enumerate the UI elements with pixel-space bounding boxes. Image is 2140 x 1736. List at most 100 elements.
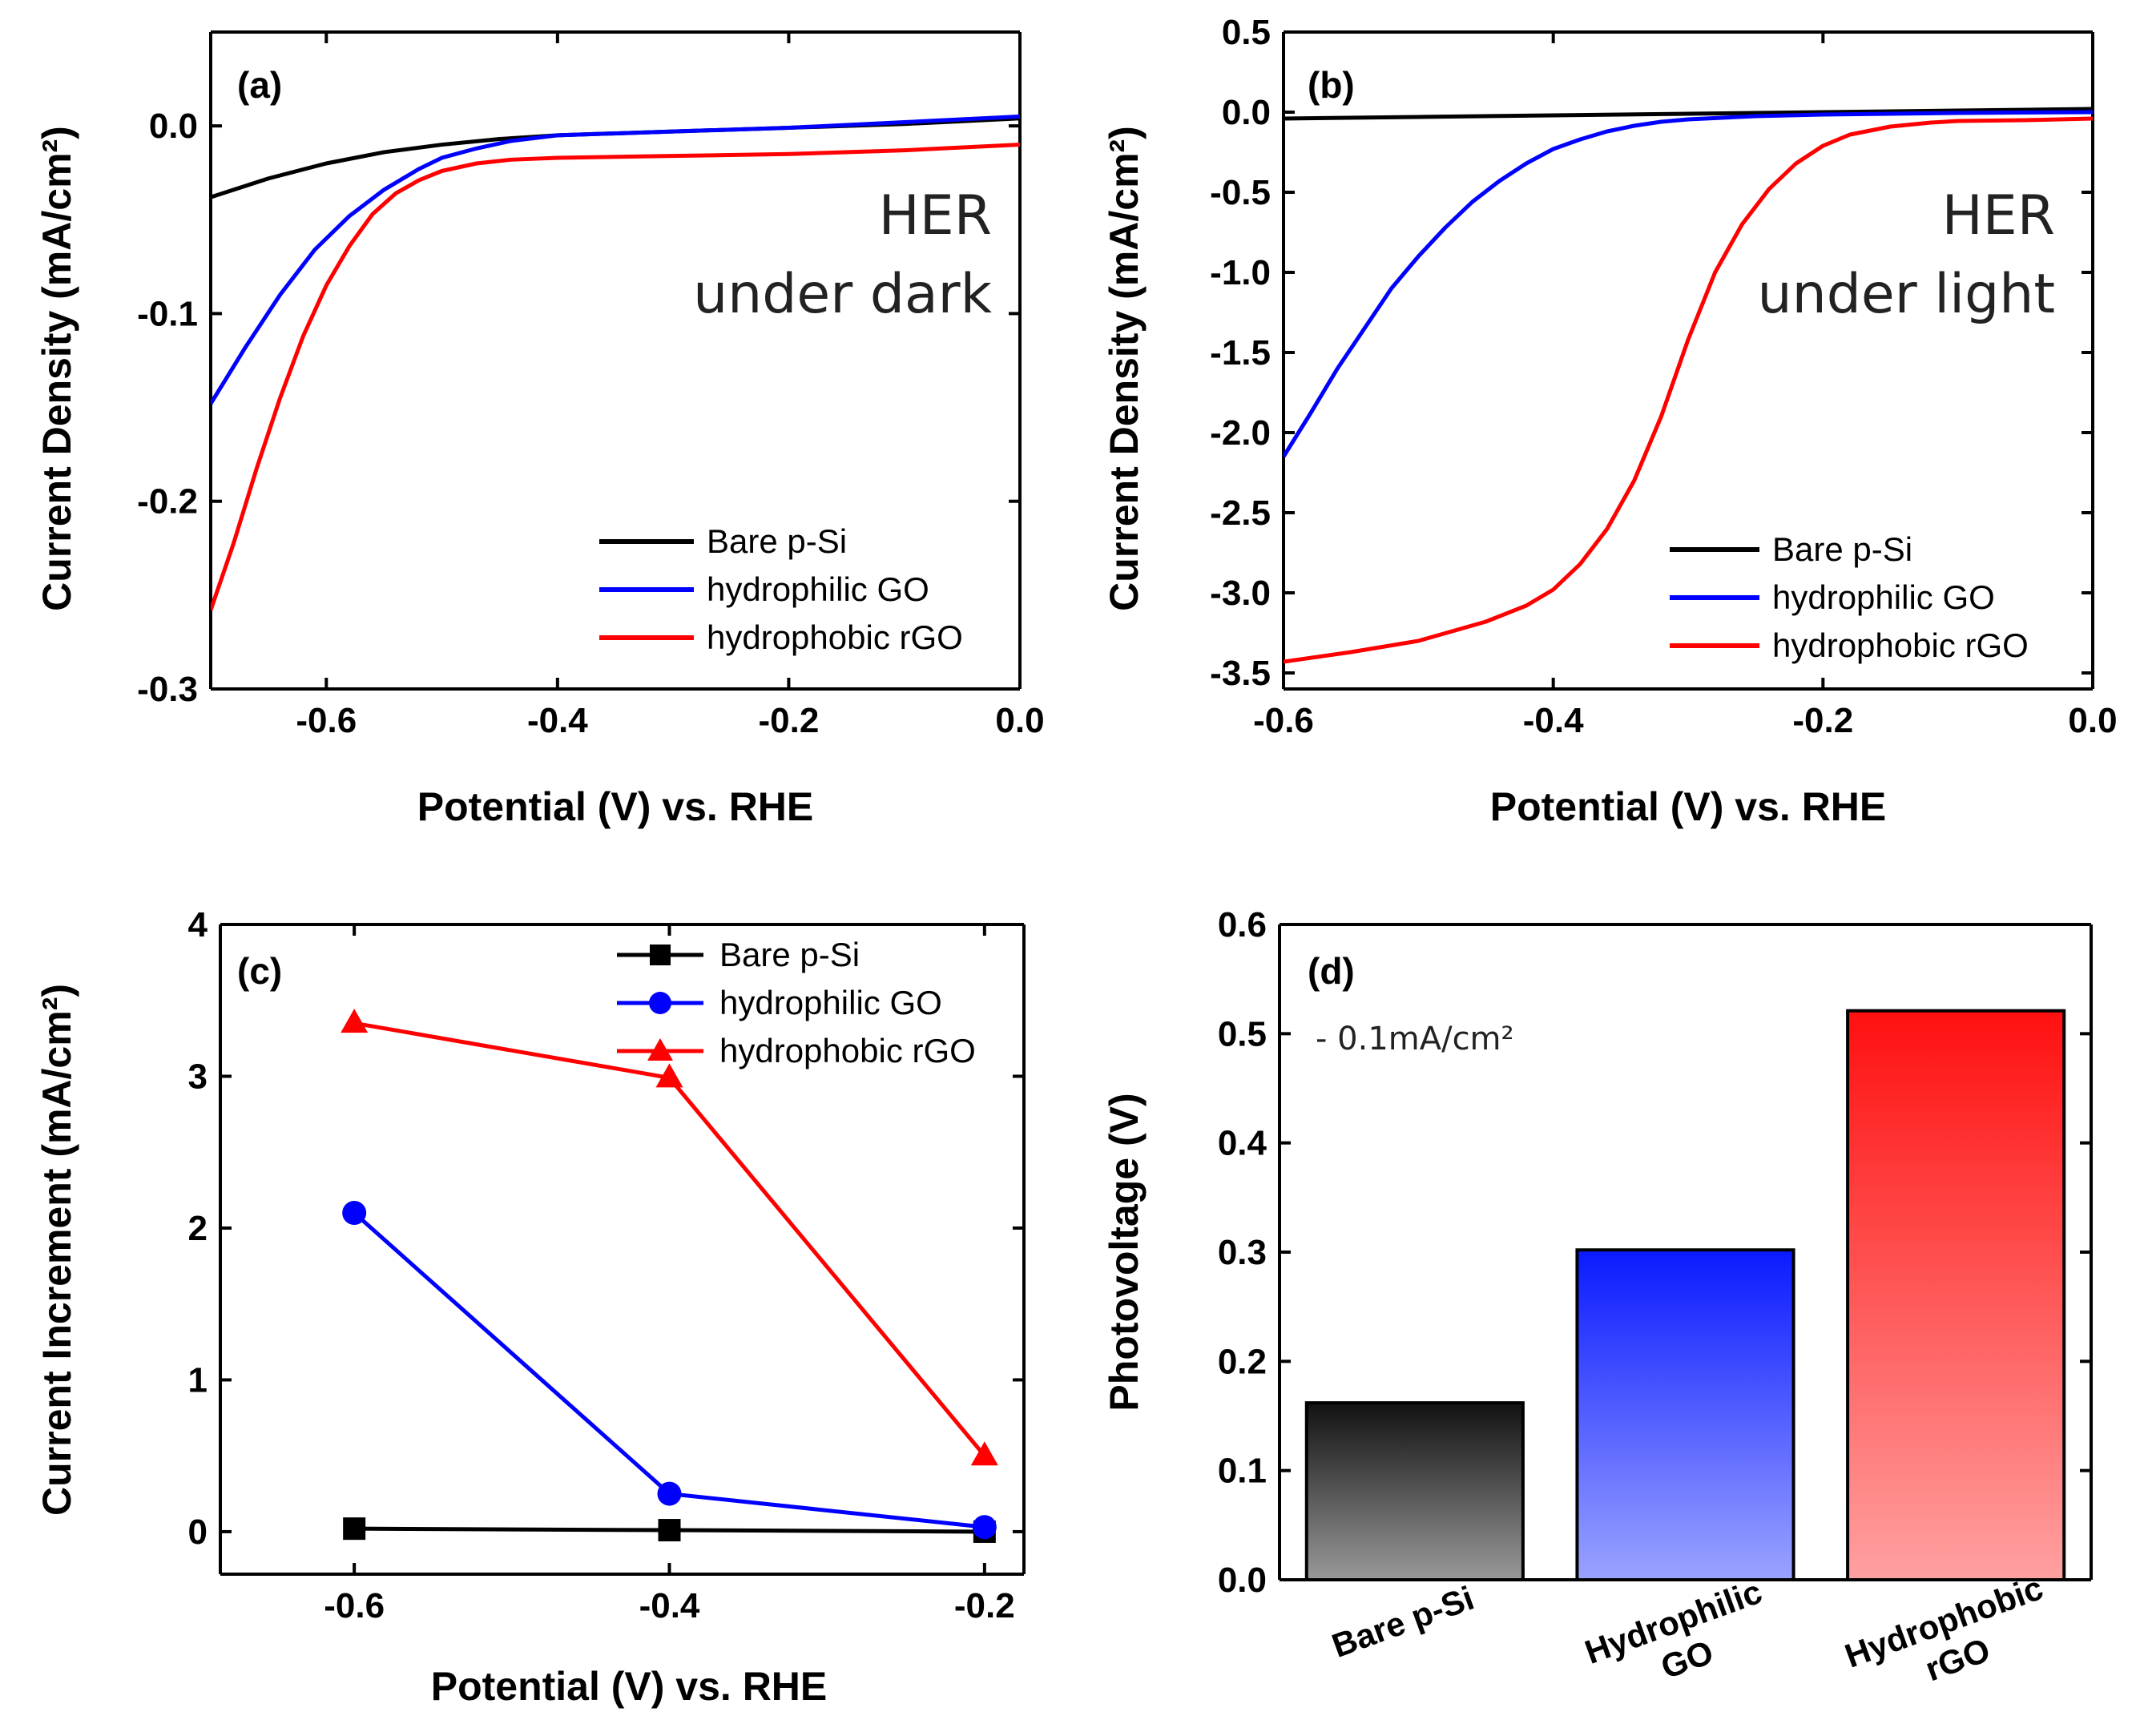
panel-b-legend-label-0: Bare p-Si <box>1772 530 1912 568</box>
panel-b-series-line-2 <box>1284 116 2093 664</box>
panel-a-label: (a) <box>237 64 282 106</box>
panel-d: 0.0 0.1 0.2 0.3 0.4 0.5 0.6 Bare p-Si Hydrophil… <box>1102 905 2093 1713</box>
panel-d-category-label-line: Bare p-Si <box>1327 1579 1478 1665</box>
panel-a-legend-label-0: Bare p-Si <box>707 522 847 560</box>
panel-c: -0.6 -0.4 -0.2 0 1 2 3 4 (c) Bare p-Si hydroph… <box>34 905 1026 1709</box>
panel-d-category-label-2: HydrophobicrGO <box>1840 1569 2061 1713</box>
panel-c-point-square <box>658 1519 681 1542</box>
panel-d-label: (d) <box>1308 950 1355 992</box>
panel-b-label: (b) <box>1308 64 1355 106</box>
panel-c-y-tick-label: 0 <box>188 1512 208 1552</box>
panel-a-annotation-line2: under dark <box>693 263 993 326</box>
panel-d-y-tick-label: 0.0 <box>1218 1561 1267 1600</box>
panel-a-y-tick-label: -0.2 <box>137 482 198 522</box>
panel-c-y-tick-label: 1 <box>188 1360 208 1400</box>
panel-d-y-ticks: 0.0 0.1 0.2 0.3 0.4 0.5 0.6 <box>1218 905 2091 1600</box>
panel-b-y-tick-label: 0.5 <box>1222 13 1271 52</box>
panel-b-x-tick-label: -0.2 <box>1792 701 1853 740</box>
panel-b-legend-label-1: hydrophilic GO <box>1772 578 1995 616</box>
panel-b-x-axis-title: Potential (V) vs. RHE <box>1490 784 1887 829</box>
panel-a-y-ticks: -0.3 -0.2 -0.1 0.0 <box>137 107 1020 709</box>
panel-b-annotation-line1: HER <box>1942 184 2055 248</box>
panel-b-y-tick-label: -2.5 <box>1210 493 1271 533</box>
panel-a-series <box>211 114 1020 611</box>
panel-c-series-line-1 <box>353 1211 985 1529</box>
panel-a-x-tick-label: -0.6 <box>296 701 357 740</box>
panel-b-y-axis-title: Current Density (mA/cm²) <box>1102 126 1147 611</box>
panel-c-x-ticks: -0.6 -0.4 -0.2 <box>324 924 1015 1625</box>
panel-c-y-tick-label: 3 <box>188 1057 208 1096</box>
panel-c-point-circle <box>972 1515 997 1540</box>
panel-b-y-tick-label: -2.0 <box>1210 413 1271 453</box>
panel-b-plot-area <box>1282 30 2094 691</box>
panel-b-x-tick-label: 0.0 <box>2068 701 2117 740</box>
panel-a-y-tick-label: 0.0 <box>149 107 198 146</box>
panel-d-y-tick-label: 0.3 <box>1218 1233 1267 1272</box>
panel-c-legend-marker-0 <box>650 945 671 965</box>
panel-d-bar-1 <box>1575 1248 1795 1581</box>
panel-b-legend: Bare p-Si hydrophilic GO hydrophobic rGO <box>1670 530 2029 664</box>
panel-a-y-tick-label: -0.3 <box>137 670 198 709</box>
panel-b-y-tick-label: -1.0 <box>1210 253 1271 292</box>
panel-a-y-tick-label: -0.1 <box>137 294 198 333</box>
panel-b-x-tick-label: -0.6 <box>1253 701 1314 740</box>
panel-b-x-tick-label: -0.4 <box>1523 701 1584 740</box>
panel-c-point-triangle <box>341 1009 369 1033</box>
panel-a-series-line-1 <box>211 114 1020 405</box>
panel-d-bar-2 <box>1846 1009 2066 1582</box>
panel-d-y-tick-label: 0.4 <box>1218 1124 1267 1163</box>
panel-b-y-tick-label: 0.0 <box>1222 93 1271 132</box>
panel-c-point-circle <box>657 1481 682 1506</box>
panel-c-x-axis-title: Potential (V) vs. RHE <box>431 1664 828 1709</box>
panel-c-x-tick-label: -0.4 <box>639 1586 700 1625</box>
panel-d-annotation: - 0.1mA/cm² <box>1316 1021 1514 1057</box>
panel-c-point-square <box>343 1517 366 1541</box>
panel-a-y-axis-title: Current Density (mA/cm²) <box>34 126 79 611</box>
panel-b-series <box>1284 107 2093 664</box>
panel-c-point-triangle <box>655 1063 683 1088</box>
panel-d-bars <box>1304 1009 2066 1582</box>
panel-c-series <box>341 1009 998 1543</box>
panel-d-y-tick-label: 0.5 <box>1218 1014 1267 1053</box>
panel-c-legend-label-2: hydrophobic rGO <box>719 1032 976 1069</box>
panel-b-series-line-1 <box>1284 110 2093 458</box>
panel-c-y-tick-label: 2 <box>188 1209 208 1248</box>
panel-d-y-axis-title: Photovoltage (V) <box>1102 1093 1147 1411</box>
panel-b-y-tick-label: -3.0 <box>1210 574 1271 613</box>
panel-a-x-axis-title: Potential (V) vs. RHE <box>417 784 814 829</box>
panel-a-legend-label-1: hydrophilic GO <box>707 570 929 608</box>
panel-b: -0.6 -0.4 -0.2 0.0 -3.5 -3.0 -2.5 -2.0 -1.5 -1.0… <box>1102 13 2118 829</box>
panel-c-point-circle <box>342 1201 367 1226</box>
panel-c-y-tick-label: 4 <box>188 905 208 945</box>
panel-a-x-ticks: -0.6 -0.4 -0.2 0.0 <box>296 32 1045 740</box>
panel-c-x-tick-label: -0.2 <box>954 1586 1015 1625</box>
panel-c-plot-area <box>219 923 1026 1576</box>
panel-d-y-tick-label: 0.2 <box>1218 1342 1267 1381</box>
panel-a-x-tick-label: -0.4 <box>527 701 588 740</box>
panel-c-label: (c) <box>237 950 282 992</box>
panel-b-y-tick-label: -1.5 <box>1210 333 1271 373</box>
panel-a: -0.6 -0.4 -0.2 0.0 -0.3-0.2-0.10.0 (a) HER … <box>34 30 1045 829</box>
panel-d-y-tick-label: 0.1 <box>1218 1452 1267 1491</box>
panel-b-series-line-0 <box>1284 107 2093 121</box>
panel-a-x-tick-label: 0.0 <box>995 701 1044 740</box>
panel-c-series-line-2 <box>353 1021 986 1457</box>
panel-a-x-tick-label: -0.2 <box>759 701 820 740</box>
panel-a-annotation-line1: HER <box>879 184 992 248</box>
panel-b-y-tick-label: -3.5 <box>1210 654 1271 693</box>
panel-c-legend-label-1: hydrophilic GO <box>719 984 942 1021</box>
panel-d-category-label-1: HydrophilicGO <box>1580 1573 1780 1709</box>
panel-c-legend-marker-1 <box>649 992 671 1014</box>
panel-d-y-tick-label: 0.6 <box>1218 905 1267 945</box>
panel-c-point-triangle <box>970 1441 998 1466</box>
panel-a-legend: Bare p-Si hydrophilic GO hydrophobic rGO <box>599 522 963 656</box>
panel-c-y-ticks: 0 1 2 3 4 <box>188 905 1024 1552</box>
panel-d-category-labels: Bare p-Si HydrophilicGO HydrophobicrGO <box>1327 1569 2061 1713</box>
panel-b-y-tick-label: -0.5 <box>1210 173 1271 212</box>
panel-a-series-line-2 <box>211 143 1020 611</box>
panel-c-legend-marker-2 <box>647 1038 673 1061</box>
panel-c-y-axis-title: Current Increment (mA/cm²) <box>34 984 79 1516</box>
panel-a-legend-label-2: hydrophobic rGO <box>707 618 963 656</box>
panel-c-x-tick-label: -0.6 <box>324 1586 385 1625</box>
